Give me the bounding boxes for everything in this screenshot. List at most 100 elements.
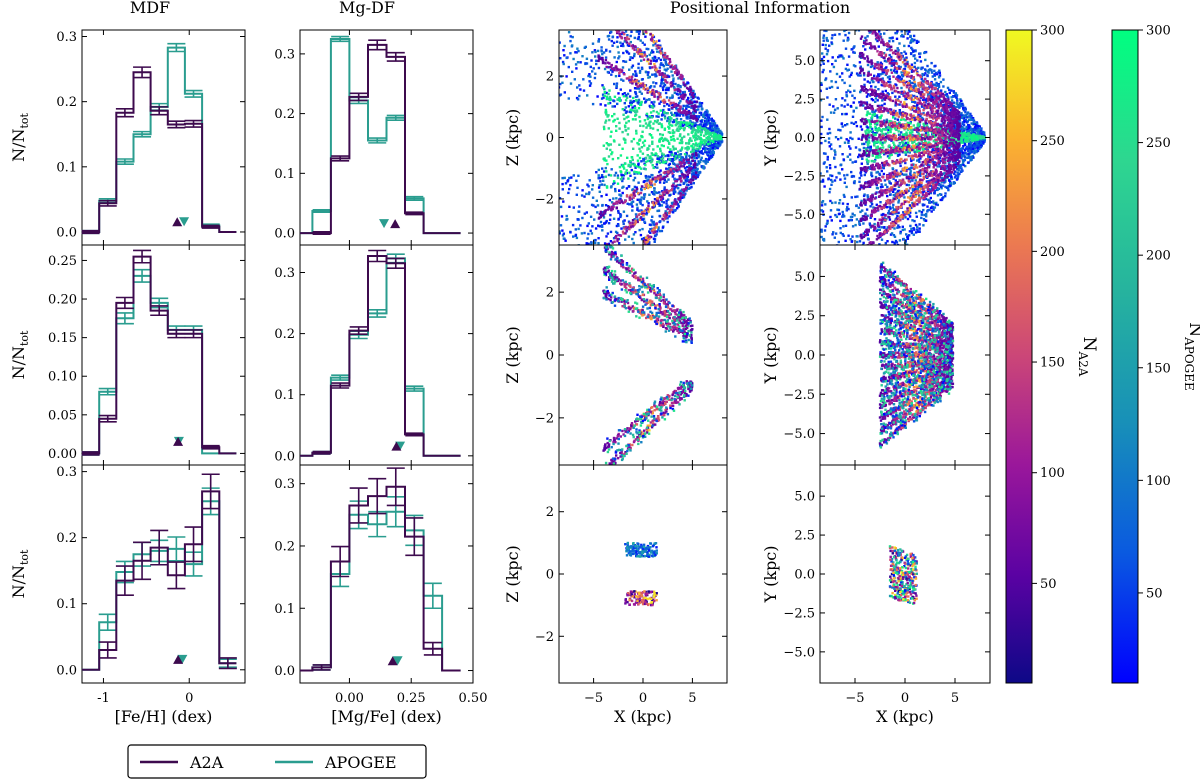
background-star-cell	[655, 230, 659, 233]
background-star-cell	[606, 312, 608, 314]
a2a-stripe-cell	[656, 44, 660, 47]
apogee-dense-cell	[704, 133, 708, 136]
apogee-dense-cell	[680, 138, 683, 141]
apogee-dense-cell	[656, 161, 659, 164]
apogee-dense-cell	[660, 152, 664, 155]
a2a-stripe-cell	[661, 322, 665, 325]
y-axis-label-subscript: tot	[18, 112, 31, 128]
background-star-cell	[606, 232, 610, 235]
mdf-column-title: MDF	[130, 0, 170, 17]
a2a-stripe-cell	[619, 279, 623, 282]
background-star-cell	[665, 202, 668, 205]
mdf-frame	[81, 29, 246, 246]
a2a-stripe-cell	[612, 22, 614, 24]
mdf-a2a-step-line	[82, 71, 237, 233]
background-star-cell	[619, 197, 622, 200]
apogee-dense-cell	[713, 133, 717, 137]
apogee-dense-cell	[694, 144, 697, 147]
apogee-stripe-cell	[640, 286, 643, 289]
apogee-dense-cell	[637, 171, 641, 175]
apogee-stripe-cell	[679, 317, 682, 321]
background-star-cell	[625, 214, 629, 218]
background-star-cell	[716, 146, 719, 150]
background-star-cell	[690, 98, 693, 101]
a2a-stripe-cell	[659, 196, 662, 199]
background-star-cell	[566, 271, 568, 273]
apogee-dense-cell	[641, 130, 644, 133]
apogee-stripe-cell	[668, 312, 671, 315]
apogee-dense-cell	[659, 149, 662, 153]
background-star-cell	[680, 159, 683, 163]
background-star-cell	[613, 56, 616, 59]
apogee-stripe-cell	[653, 417, 656, 420]
a2a-stripe-cell	[658, 305, 661, 308]
a2a-stripe-cell	[631, 44, 634, 47]
apogee-stripe-cell	[679, 308, 682, 312]
background-star-cell	[667, 168, 670, 171]
apogee-dense-cell	[606, 162, 609, 166]
background-star-cell	[567, 248, 569, 250]
a2a-stripe-cell	[694, 152, 698, 155]
background-star-cell	[700, 108, 704, 111]
apogee-stripe-cell	[610, 293, 613, 296]
background-star-cell	[582, 311, 584, 313]
background-star-cell	[599, 103, 602, 106]
apogee-stripe-cell	[676, 395, 679, 399]
background-star-cell	[588, 326, 590, 328]
background-star-cell	[560, 11, 562, 13]
background-star-cell	[667, 75, 671, 78]
background-star-cell	[628, 203, 631, 206]
a2a-stripe-cell	[623, 300, 626, 303]
a2a-stripe-cell	[610, 252, 613, 255]
a2a-stripe-cell	[679, 387, 683, 390]
background-star-cell	[587, 297, 589, 299]
background-star-cell	[605, 91, 608, 95]
a2a-stripe-cell	[638, 18, 640, 20]
background-star-cell	[631, 200, 635, 203]
apogee-stripe-cell	[614, 258, 617, 261]
background-star-cell	[575, 356, 577, 358]
background-star-cell	[596, 296, 598, 298]
a2a-stripe-cell	[631, 8, 633, 10]
background-star-cell	[628, 95, 632, 98]
background-star-cell	[601, 318, 603, 320]
background-star-cell	[574, 233, 578, 237]
background-star-cell	[606, 26, 608, 28]
apogee-stripe-cell	[690, 340, 693, 343]
apogee-dense-cell	[692, 143, 695, 146]
a2a-stripe-cell	[669, 404, 672, 407]
apogee-stripe-cell	[666, 320, 669, 323]
background-star-cell	[583, 328, 585, 330]
background-star-cell	[687, 187, 690, 190]
background-star-cell	[708, 156, 711, 159]
apogee-dense-cell	[698, 137, 701, 140]
a2a-stripe-cell	[642, 418, 645, 421]
apogee-dense-cell	[682, 128, 686, 132]
background-star-cell	[703, 149, 707, 152]
apogee-dense-cell	[637, 143, 640, 146]
background-star-cell	[646, 200, 649, 203]
a2a-stripe-cell	[653, 226, 656, 230]
a2a-stripe-cell	[677, 401, 680, 404]
a2a-stripe-cell	[601, 15, 603, 17]
background-star-cell	[693, 154, 696, 158]
background-star-cell	[628, 58, 632, 61]
a2a-stripe-cell	[653, 93, 656, 96]
apogee-dense-cell	[608, 118, 611, 122]
background-star-cell	[571, 223, 575, 227]
apogee-stripe-cell	[621, 457, 624, 460]
background-star-cell	[613, 22, 615, 24]
apogee-dense-cell	[639, 103, 642, 106]
apogee-dense-cell	[694, 139, 697, 142]
a2a-stripe-cell	[627, 288, 630, 292]
a2a-stripe-cell	[679, 393, 682, 396]
background-star-cell	[561, 60, 565, 64]
background-star-cell	[658, 214, 661, 218]
apogee-dense-cell	[692, 146, 695, 149]
background-star-cell	[655, 82, 658, 85]
background-star-cell	[676, 113, 679, 117]
apogee-stripe-cell	[609, 466, 611, 468]
apogee-dense-cell	[616, 117, 619, 120]
a2a-stripe-cell	[629, 259, 631, 261]
background-star-cell	[641, 78, 644, 81]
